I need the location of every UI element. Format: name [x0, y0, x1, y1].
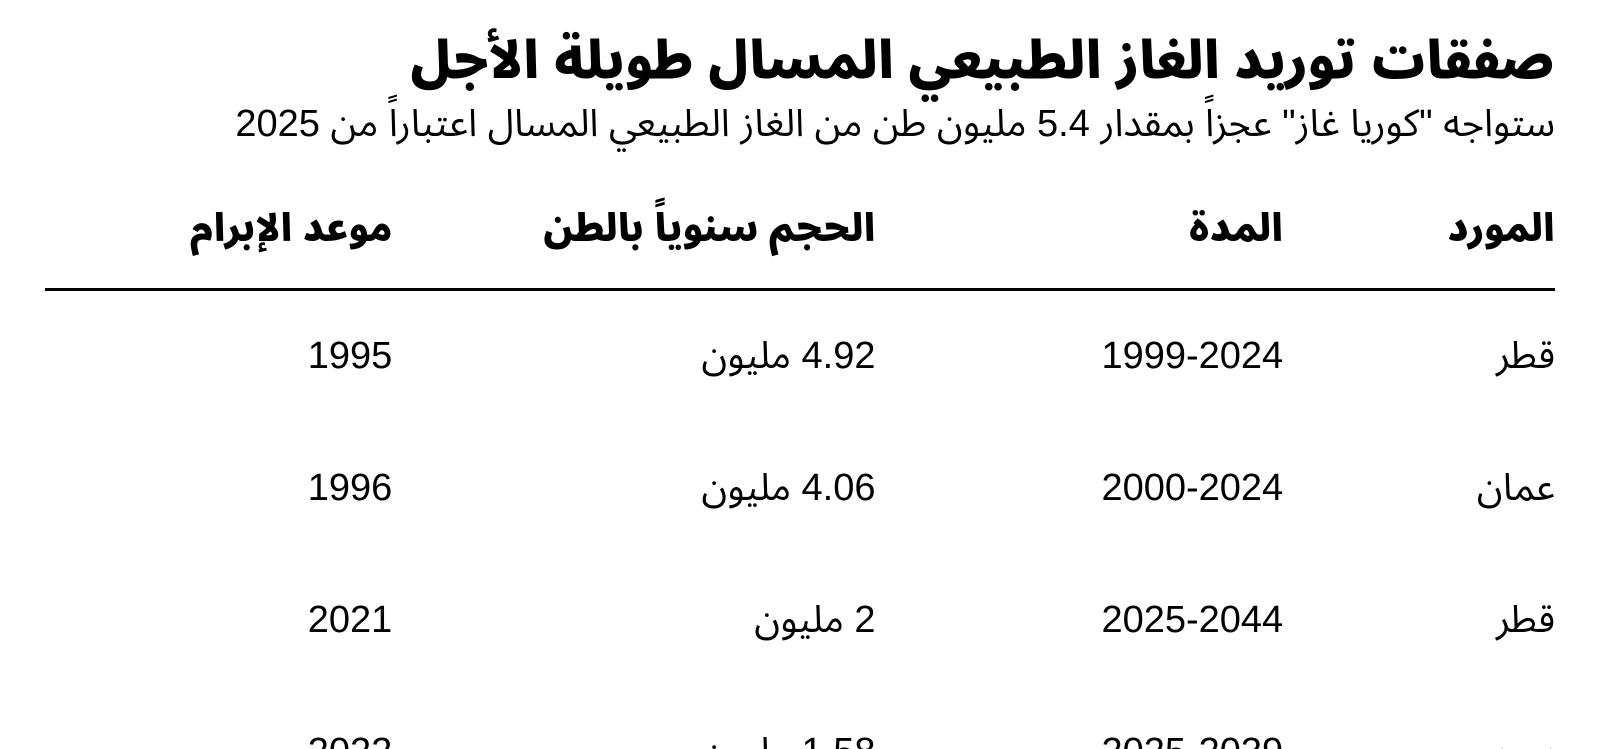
table-row: عمان 2000-2024 4.06 مليون 1996	[45, 423, 1555, 555]
table-row: بي بي 2025-2039 1.58 مليون 2022	[45, 687, 1555, 749]
cell-volume: 2 مليون	[392, 555, 875, 687]
cell-signed: 2021	[45, 555, 392, 687]
chart-subtitle: ستواجه "كوريا غاز" عجزاً بمقدار 5.4 مليو…	[45, 100, 1555, 149]
cell-duration: 2025-2044	[876, 555, 1284, 687]
cell-volume: 4.92 مليون	[392, 289, 875, 423]
cell-volume: 1.58 مليون	[392, 687, 875, 749]
cell-volume: 4.06 مليون	[392, 423, 875, 555]
cell-supplier: بي بي	[1283, 687, 1555, 749]
table-header-row: المورد المدة الحجم سنوياً بالطن موعد الإ…	[45, 180, 1555, 290]
col-header-signed: موعد الإبرام	[45, 180, 392, 290]
cell-supplier: قطر	[1283, 555, 1555, 687]
chart-container: صفقات توريد الغاز الطبيعي المسال طويلة ا…	[0, 0, 1600, 749]
cell-signed: 1995	[45, 289, 392, 423]
col-header-duration: المدة	[876, 180, 1284, 290]
cell-duration: 2000-2024	[876, 423, 1284, 555]
col-header-supplier: المورد	[1283, 180, 1555, 290]
cell-duration: 1999-2024	[876, 289, 1284, 423]
cell-duration: 2025-2039	[876, 687, 1284, 749]
table-row: قطر 1999-2024 4.92 مليون 1995	[45, 289, 1555, 423]
cell-signed: 2022	[45, 687, 392, 749]
chart-title: صفقات توريد الغاز الطبيعي المسال طويلة ا…	[45, 30, 1555, 92]
col-header-volume: الحجم سنوياً بالطن	[392, 180, 875, 290]
cell-supplier: عمان	[1283, 423, 1555, 555]
cell-signed: 1996	[45, 423, 392, 555]
cell-supplier: قطر	[1283, 289, 1555, 423]
lng-deals-table: المورد المدة الحجم سنوياً بالطن موعد الإ…	[45, 180, 1555, 749]
table-row: قطر 2025-2044 2 مليون 2021	[45, 555, 1555, 687]
